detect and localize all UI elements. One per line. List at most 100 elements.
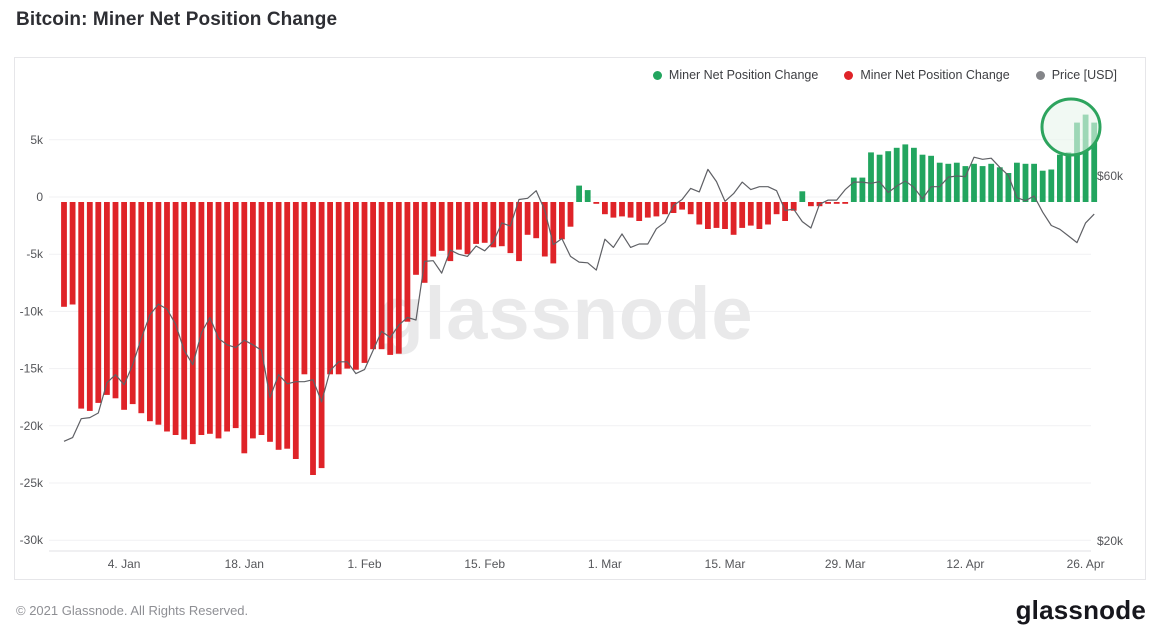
miner-bar-negative[interactable] xyxy=(456,202,462,250)
miner-bar-negative[interactable] xyxy=(773,202,780,215)
miner-bar-negative[interactable] xyxy=(739,202,746,228)
miner-bar-negative[interactable] xyxy=(198,202,205,435)
legend-item-miner-positive[interactable]: Miner Net Position Change xyxy=(652,68,818,82)
miner-bar-negative[interactable] xyxy=(533,202,540,239)
miner-bar-negative[interactable] xyxy=(679,202,685,210)
miner-bar-negative[interactable] xyxy=(713,202,720,228)
miner-bar-negative[interactable] xyxy=(808,202,814,207)
miner-bar-negative[interactable] xyxy=(267,202,273,442)
miner-bar-negative[interactable] xyxy=(610,202,617,218)
miner-bar-positive[interactable] xyxy=(962,166,969,202)
miner-bar-negative[interactable] xyxy=(69,202,76,305)
miner-bar-positive[interactable] xyxy=(876,154,883,202)
miner-bar-positive[interactable] xyxy=(953,162,960,202)
miner-bar-negative[interactable] xyxy=(172,202,179,435)
miner-bar-negative[interactable] xyxy=(765,202,771,225)
miner-bar-negative[interactable] xyxy=(619,202,625,217)
miner-bar-negative[interactable] xyxy=(121,202,127,410)
miner-bar-negative[interactable] xyxy=(653,202,660,217)
miner-bar-positive[interactable] xyxy=(868,152,874,202)
miner-bar-positive[interactable] xyxy=(584,190,591,202)
miner-bar-negative[interactable] xyxy=(164,202,170,432)
miner-bar-negative[interactable] xyxy=(129,202,136,405)
miner-bar-positive[interactable] xyxy=(576,185,582,202)
miner-bar-negative[interactable] xyxy=(730,202,737,235)
miner-bar-negative[interactable] xyxy=(670,202,677,213)
miner-bar-positive[interactable] xyxy=(1039,170,1046,202)
miner-bar-negative[interactable] xyxy=(490,202,497,248)
miner-bar-negative[interactable] xyxy=(696,202,703,225)
miner-bar-positive[interactable] xyxy=(971,163,977,202)
miner-bar-negative[interactable] xyxy=(284,202,291,449)
miner-bar-negative[interactable] xyxy=(636,202,643,221)
miner-bar-negative[interactable] xyxy=(138,202,145,414)
miner-bar-negative[interactable] xyxy=(842,202,849,204)
miner-bar-negative[interactable] xyxy=(473,202,479,244)
miner-bar-negative[interactable] xyxy=(481,202,488,243)
miner-bar-negative[interactable] xyxy=(567,202,574,227)
miner-bar-negative[interactable] xyxy=(189,202,196,445)
miner-bar-negative[interactable] xyxy=(559,202,565,240)
miner-bar-negative[interactable] xyxy=(335,202,342,375)
miner-bars[interactable] xyxy=(61,114,1098,475)
miner-bar-negative[interactable] xyxy=(602,202,608,215)
miner-bar-negative[interactable] xyxy=(361,202,368,363)
miner-bar-positive[interactable] xyxy=(919,154,926,202)
miner-bar-negative[interactable] xyxy=(78,202,85,409)
miner-bar-negative[interactable] xyxy=(112,202,119,399)
miner-bar-positive[interactable] xyxy=(859,177,866,202)
miner-bar-negative[interactable] xyxy=(593,202,600,204)
miner-bar-negative[interactable] xyxy=(430,202,437,257)
miner-bar-positive[interactable] xyxy=(1057,154,1063,202)
miner-bar-positive[interactable] xyxy=(1031,163,1037,202)
miner-bar-negative[interactable] xyxy=(687,202,694,215)
miner-bar-negative[interactable] xyxy=(447,202,454,262)
miner-bar-negative[interactable] xyxy=(756,202,763,229)
miner-bar-positive[interactable] xyxy=(893,147,900,202)
miner-bar-negative[interactable] xyxy=(86,202,93,411)
miner-bar-negative[interactable] xyxy=(705,202,711,229)
miner-bar-negative[interactable] xyxy=(644,202,651,218)
miner-bar-negative[interactable] xyxy=(747,202,754,226)
miner-bar-negative[interactable] xyxy=(541,202,548,257)
miner-bar-positive[interactable] xyxy=(1065,152,1072,202)
miner-bar-negative[interactable] xyxy=(258,202,265,435)
miner-bar-positive[interactable] xyxy=(1091,122,1098,202)
miner-bar-positive[interactable] xyxy=(988,163,995,202)
miner-bar-negative[interactable] xyxy=(61,202,67,307)
miner-bar-negative[interactable] xyxy=(524,202,531,235)
miner-bar-negative[interactable] xyxy=(516,202,522,262)
miner-bar-negative[interactable] xyxy=(790,202,797,211)
miner-bar-negative[interactable] xyxy=(378,202,385,350)
legend-item-miner-negative[interactable]: Miner Net Position Change xyxy=(844,68,1010,82)
miner-bar-negative[interactable] xyxy=(292,202,299,459)
miner-bar-negative[interactable] xyxy=(250,202,256,439)
miner-bar-negative[interactable] xyxy=(275,202,282,450)
miner-bar-positive[interactable] xyxy=(1014,162,1020,202)
miner-bar-negative[interactable] xyxy=(318,202,325,469)
miner-bar-negative[interactable] xyxy=(722,202,728,229)
chart-canvas[interactable]: glassnode5k0-5k-10k-15k-20k-25k-30k$60k$… xyxy=(15,58,1147,581)
miner-bar-negative[interactable] xyxy=(232,202,239,429)
miner-bar-positive[interactable] xyxy=(799,191,806,202)
miner-bar-positive[interactable] xyxy=(1005,173,1012,202)
miner-bar-negative[interactable] xyxy=(353,202,359,370)
miner-bar-negative[interactable] xyxy=(155,202,162,425)
miner-bar-negative[interactable] xyxy=(550,202,557,264)
miner-bar-positive[interactable] xyxy=(850,177,857,202)
miner-bar-positive[interactable] xyxy=(1048,169,1055,203)
miner-bar-negative[interactable] xyxy=(241,202,248,454)
miner-bar-positive[interactable] xyxy=(1022,163,1029,202)
miner-bar-positive[interactable] xyxy=(1074,122,1080,202)
miner-bar-negative[interactable] xyxy=(215,202,222,439)
miner-bar-negative[interactable] xyxy=(104,202,110,395)
miner-bar-negative[interactable] xyxy=(387,202,394,355)
legend-item-price[interactable]: Price [USD] xyxy=(1035,68,1117,82)
miner-bar-positive[interactable] xyxy=(1082,114,1089,202)
miner-bar-negative[interactable] xyxy=(413,202,419,275)
miner-bar-positive[interactable] xyxy=(885,151,892,202)
miner-bar-positive[interactable] xyxy=(902,144,909,202)
miner-bar-positive[interactable] xyxy=(936,162,943,202)
miner-bar-negative[interactable] xyxy=(95,202,102,403)
miner-bar-negative[interactable] xyxy=(464,202,471,255)
